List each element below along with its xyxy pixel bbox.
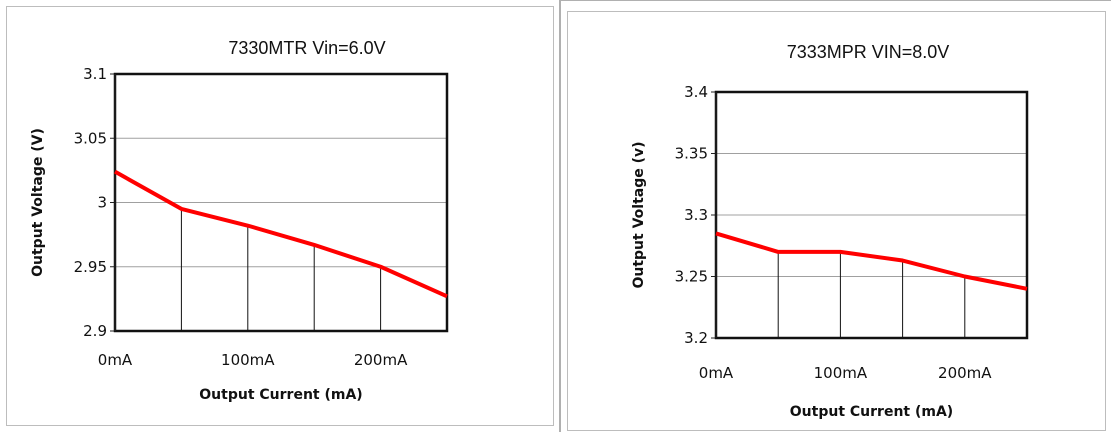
chart-frame-left: 7330MTR Vin=6.0V 2.9 2.95 3 3.05 3.1 0mA 100mA 2… (6, 6, 554, 426)
x-axis-label: Output Current (mA) (199, 387, 362, 403)
y-tick-label: 3.25 (675, 268, 708, 286)
x-tick-label: 200mA (938, 364, 992, 382)
y-tick-label: 3.1 (83, 65, 107, 83)
y-tick-label: 3.2 (684, 329, 708, 347)
chart-7333mpr: 7333MPR VIN=8.0V 3.2 3.25 3.3 3.35 3.4 0mA 100m… (568, 12, 1107, 432)
x-tick-label: 0mA (699, 364, 734, 382)
x-tick-label: 100mA (221, 351, 275, 369)
series-line (115, 172, 447, 297)
x-axis-label: Output Current (mA) (790, 404, 953, 420)
chart-title: 7333MPR VIN=8.0V (787, 42, 950, 62)
y-tick-label: 3.3 (684, 206, 708, 224)
chart-panel-left: 7330MTR Vin=6.0V 2.9 2.95 3 3.05 3.1 0mA 100mA 2… (0, 0, 560, 432)
y-tick-label: 3.35 (675, 145, 708, 163)
y-tick-label: 3 (97, 194, 107, 212)
y-axis-label: Output Voltage (V) (30, 128, 46, 277)
chart-7330mtr: 7330MTR Vin=6.0V 2.9 2.95 3 3.05 3.1 0mA 100mA 2… (7, 7, 555, 427)
y-tick-label: 2.95 (74, 258, 107, 276)
y-tick-label: 3.4 (684, 83, 708, 101)
x-tick-label: 200mA (354, 351, 408, 369)
x-tick-label: 100mA (814, 364, 868, 382)
y-tick-label: 2.9 (83, 322, 107, 340)
y-tick-label: 3.05 (74, 129, 107, 147)
series-line (716, 233, 1027, 288)
y-axis-label: Output Voltage (v) (631, 141, 647, 288)
chart-title: 7330MTR Vin=6.0V (228, 38, 385, 58)
x-tick-label: 0mA (98, 351, 133, 369)
chart-frame-right: 7333MPR VIN=8.0V 3.2 3.25 3.3 3.35 3.4 0mA 100m… (567, 11, 1106, 431)
chart-panel-right: 7333MPR VIN=8.0V 3.2 3.25 3.3 3.35 3.4 0mA 100m… (560, 0, 1111, 432)
